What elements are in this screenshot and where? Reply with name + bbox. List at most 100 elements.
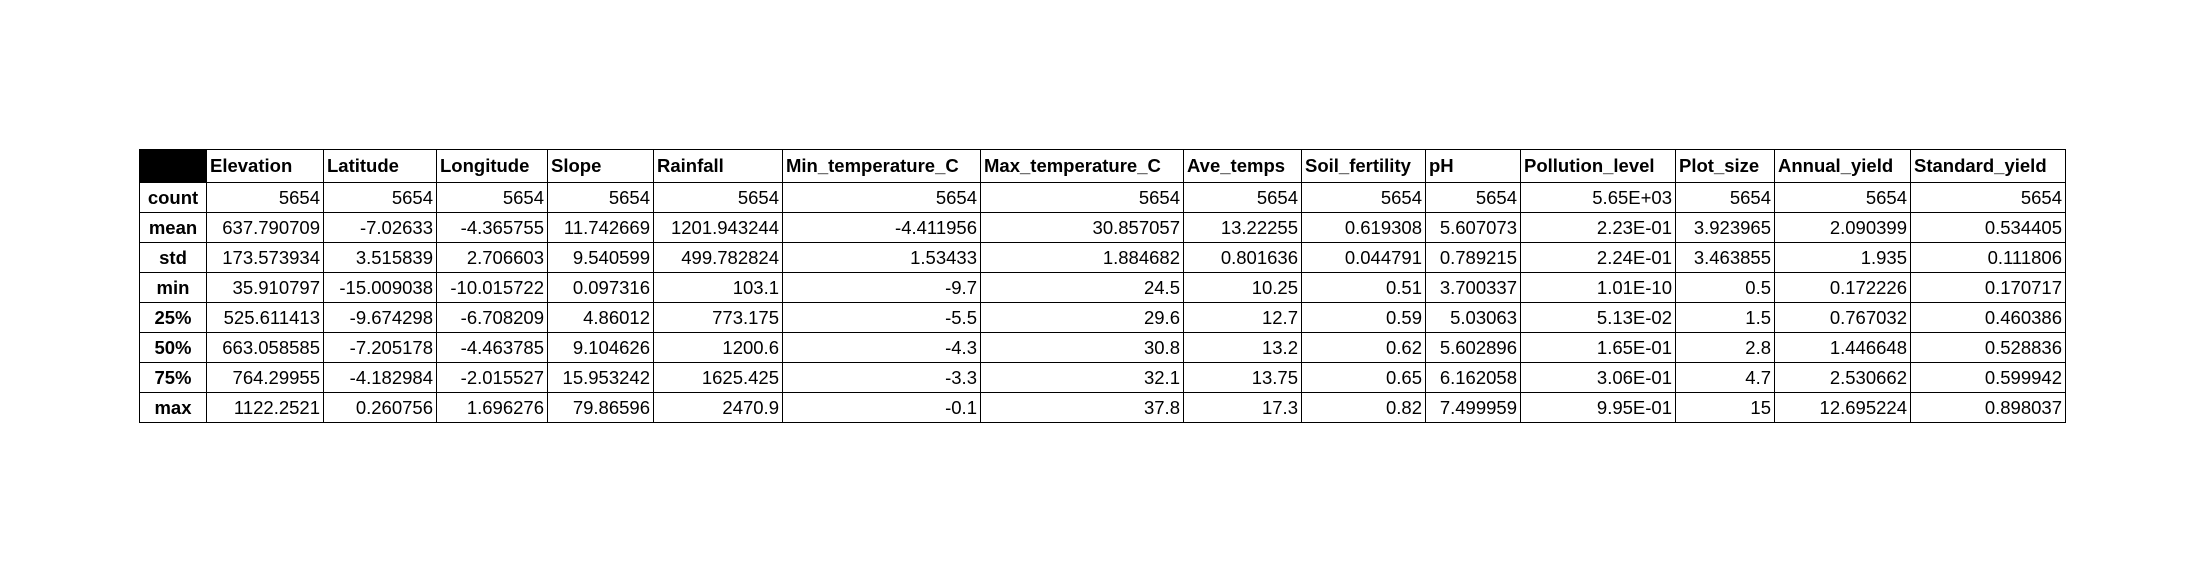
- table-cell: -7.02633: [323, 212, 437, 243]
- table-cell: 12.695224: [1774, 392, 1911, 423]
- table-cell: 0.111806: [1910, 242, 2066, 273]
- table-cell: 37.8: [980, 392, 1184, 423]
- summary-statistics-table: Elevation Latitude Longitude Slope Rainfall M…: [139, 149, 2066, 423]
- table-cell: 0.59: [1301, 302, 1426, 333]
- table-cell: 1.5: [1675, 302, 1775, 333]
- column-header: Plot_size: [1675, 149, 1775, 183]
- row-label: 75%: [139, 362, 207, 393]
- table-row: std 173.573934 3.515839 2.706603 9.540599 499…: [139, 242, 2066, 273]
- table-cell: 0.172226: [1774, 272, 1911, 303]
- table-cell: 0.170717: [1910, 272, 2066, 303]
- table-cell: -4.182984: [323, 362, 437, 393]
- table-cell: 29.6: [980, 302, 1184, 333]
- column-header: Elevation: [206, 149, 324, 183]
- table-cell: 0.599942: [1910, 362, 2066, 393]
- table-cell: 10.25: [1183, 272, 1302, 303]
- table-cell: 30.8: [980, 332, 1184, 363]
- column-header: Soil_fertility: [1301, 149, 1426, 183]
- column-header: Pollution_level: [1520, 149, 1676, 183]
- table-cell: -4.365755: [436, 212, 548, 243]
- row-label: min: [139, 272, 207, 303]
- table-cell: -5.5: [782, 302, 981, 333]
- table-cell: 0.789215: [1425, 242, 1521, 273]
- corner-cell: [139, 149, 207, 183]
- table-cell: 5654: [1774, 182, 1911, 213]
- column-header: Min_temperature_C: [782, 149, 981, 183]
- column-header: Standard_yield: [1910, 149, 2066, 183]
- table-cell: 35.910797: [206, 272, 324, 303]
- table-cell: 5654: [782, 182, 981, 213]
- table-cell: 15: [1675, 392, 1775, 423]
- row-label: std: [139, 242, 207, 273]
- row-label: max: [139, 392, 207, 423]
- table-cell: -4.411956: [782, 212, 981, 243]
- table-cell: 13.22255: [1183, 212, 1302, 243]
- table-cell: 0.65: [1301, 362, 1426, 393]
- table-cell: 32.1: [980, 362, 1184, 393]
- table-body: count 5654 5654 5654 5654 5654 5654 5654 5654 565…: [139, 182, 2066, 423]
- table-cell: -10.015722: [436, 272, 548, 303]
- table-cell: 2470.9: [653, 392, 783, 423]
- table-cell: 3.923965: [1675, 212, 1775, 243]
- table-cell: 773.175: [653, 302, 783, 333]
- table-cell: 5654: [547, 182, 654, 213]
- table-cell: 637.790709: [206, 212, 324, 243]
- table-cell: 0.460386: [1910, 302, 2066, 333]
- table-cell: 0.044791: [1301, 242, 1426, 273]
- table-cell: 2.530662: [1774, 362, 1911, 393]
- table-cell: 1.935: [1774, 242, 1911, 273]
- table-cell: 0.767032: [1774, 302, 1911, 333]
- table-cell: 2.23E-01: [1520, 212, 1676, 243]
- table-cell: 1201.943244: [653, 212, 783, 243]
- table-cell: -9.674298: [323, 302, 437, 333]
- table-cell: 5654: [206, 182, 324, 213]
- table-cell: 0.82: [1301, 392, 1426, 423]
- row-label: count: [139, 182, 207, 213]
- table-cell: 3.06E-01: [1520, 362, 1676, 393]
- table-cell: 9.104626: [547, 332, 654, 363]
- table-cell: 9.540599: [547, 242, 654, 273]
- column-header: Slope: [547, 149, 654, 183]
- table-cell: 1.65E-01: [1520, 332, 1676, 363]
- table-row: max 1122.2521 0.260756 1.696276 79.86596 2470…: [139, 392, 2066, 423]
- table-cell: -2.015527: [436, 362, 548, 393]
- table-cell: 525.611413: [206, 302, 324, 333]
- table-cell: 13.75: [1183, 362, 1302, 393]
- table-cell: -4.3: [782, 332, 981, 363]
- table-cell: 3.700337: [1425, 272, 1521, 303]
- table-cell: 0.898037: [1910, 392, 2066, 423]
- column-header: Ave_temps: [1183, 149, 1302, 183]
- column-header: Latitude: [323, 149, 437, 183]
- table-cell: 24.5: [980, 272, 1184, 303]
- table-cell: 499.782824: [653, 242, 783, 273]
- table-cell: 1.696276: [436, 392, 548, 423]
- table-cell: 5654: [1183, 182, 1302, 213]
- table-cell: 103.1: [653, 272, 783, 303]
- table-cell: -3.3: [782, 362, 981, 393]
- table-cell: 3.515839: [323, 242, 437, 273]
- table-cell: 2.090399: [1774, 212, 1911, 243]
- table-cell: 15.953242: [547, 362, 654, 393]
- header-row: Elevation Latitude Longitude Slope Rainfall M…: [139, 149, 2066, 183]
- table-cell: -7.205178: [323, 332, 437, 363]
- row-label: 50%: [139, 332, 207, 363]
- table-cell: 13.2: [1183, 332, 1302, 363]
- table-cell: 2.8: [1675, 332, 1775, 363]
- table-cell: 0.619308: [1301, 212, 1426, 243]
- table-cell: 7.499959: [1425, 392, 1521, 423]
- table-cell: -9.7: [782, 272, 981, 303]
- table-cell: 0.51: [1301, 272, 1426, 303]
- column-header: Rainfall: [653, 149, 783, 183]
- table-cell: 12.7: [1183, 302, 1302, 333]
- row-label: mean: [139, 212, 207, 243]
- table-cell: 4.86012: [547, 302, 654, 333]
- table-cell: 5654: [1910, 182, 2066, 213]
- table-cell: 5654: [653, 182, 783, 213]
- table-cell: 1.446648: [1774, 332, 1911, 363]
- table-cell: 1625.425: [653, 362, 783, 393]
- table-row: 75% 764.29955 -4.182984 -2.015527 15.953242 1…: [139, 362, 2066, 393]
- table-cell: 2.24E-01: [1520, 242, 1676, 273]
- table-row: mean 637.790709 -7.02633 -4.365755 11.742669…: [139, 212, 2066, 243]
- table-cell: 0.528836: [1910, 332, 2066, 363]
- table-cell: 764.29955: [206, 362, 324, 393]
